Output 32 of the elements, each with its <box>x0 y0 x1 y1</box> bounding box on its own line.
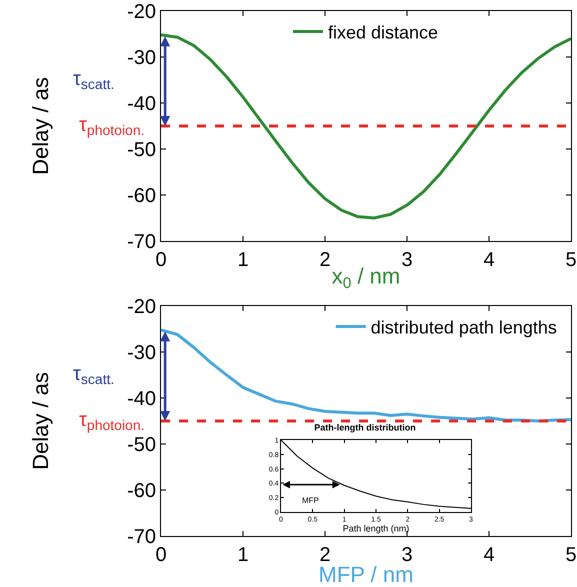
annotation: MFP <box>302 496 319 505</box>
y-tick-label: -70 <box>127 231 156 253</box>
y-tick-label: -20 <box>127 296 156 318</box>
text: τ$_{scatt.}$ <box>73 68 114 92</box>
y-tick-label: -30 <box>127 342 156 364</box>
chart-title: Path-length distribution <box>314 422 416 432</box>
x-tick-label: 1 <box>237 249 249 271</box>
x-tick-label: 1 <box>237 544 249 566</box>
legend-label: fixed distance <box>328 22 438 43</box>
x-axis-title: Path length (nm) <box>342 523 410 534</box>
y-tick-label: -40 <box>127 388 156 410</box>
ref-line-label: τ$_{photoion.}$ <box>79 114 145 138</box>
x-tick-label: 3 <box>401 249 413 271</box>
legend-label: distributed path lengths <box>370 318 557 338</box>
y-tick-label: -40 <box>127 93 156 115</box>
y-tick-label: -30 <box>127 47 156 69</box>
x-tick-label: 5 <box>565 544 577 566</box>
text: τ$_{scatt.}$ <box>73 363 114 388</box>
y-axis-title: Delay / as <box>28 77 53 175</box>
y-tick-label: -60 <box>127 480 156 502</box>
y-tick-label: -50 <box>127 139 156 161</box>
x-tick-label: 4 <box>483 249 495 271</box>
y-tick-label: -70 <box>127 526 156 548</box>
y-axis-title: Delay / as <box>28 372 53 470</box>
y-tick-label: -50 <box>127 434 156 456</box>
x-tick-label: 5 <box>565 249 577 271</box>
x-tick-label: 4 <box>483 544 495 566</box>
y-tick-label: -60 <box>127 185 156 207</box>
x-tick-label: 2 <box>319 249 331 271</box>
y-tick-label: -20 <box>127 1 156 23</box>
ref-line-label: τ$_{photoion.}$ <box>79 409 145 434</box>
x-axis-title: x$_{0}$ / nm <box>332 263 400 292</box>
